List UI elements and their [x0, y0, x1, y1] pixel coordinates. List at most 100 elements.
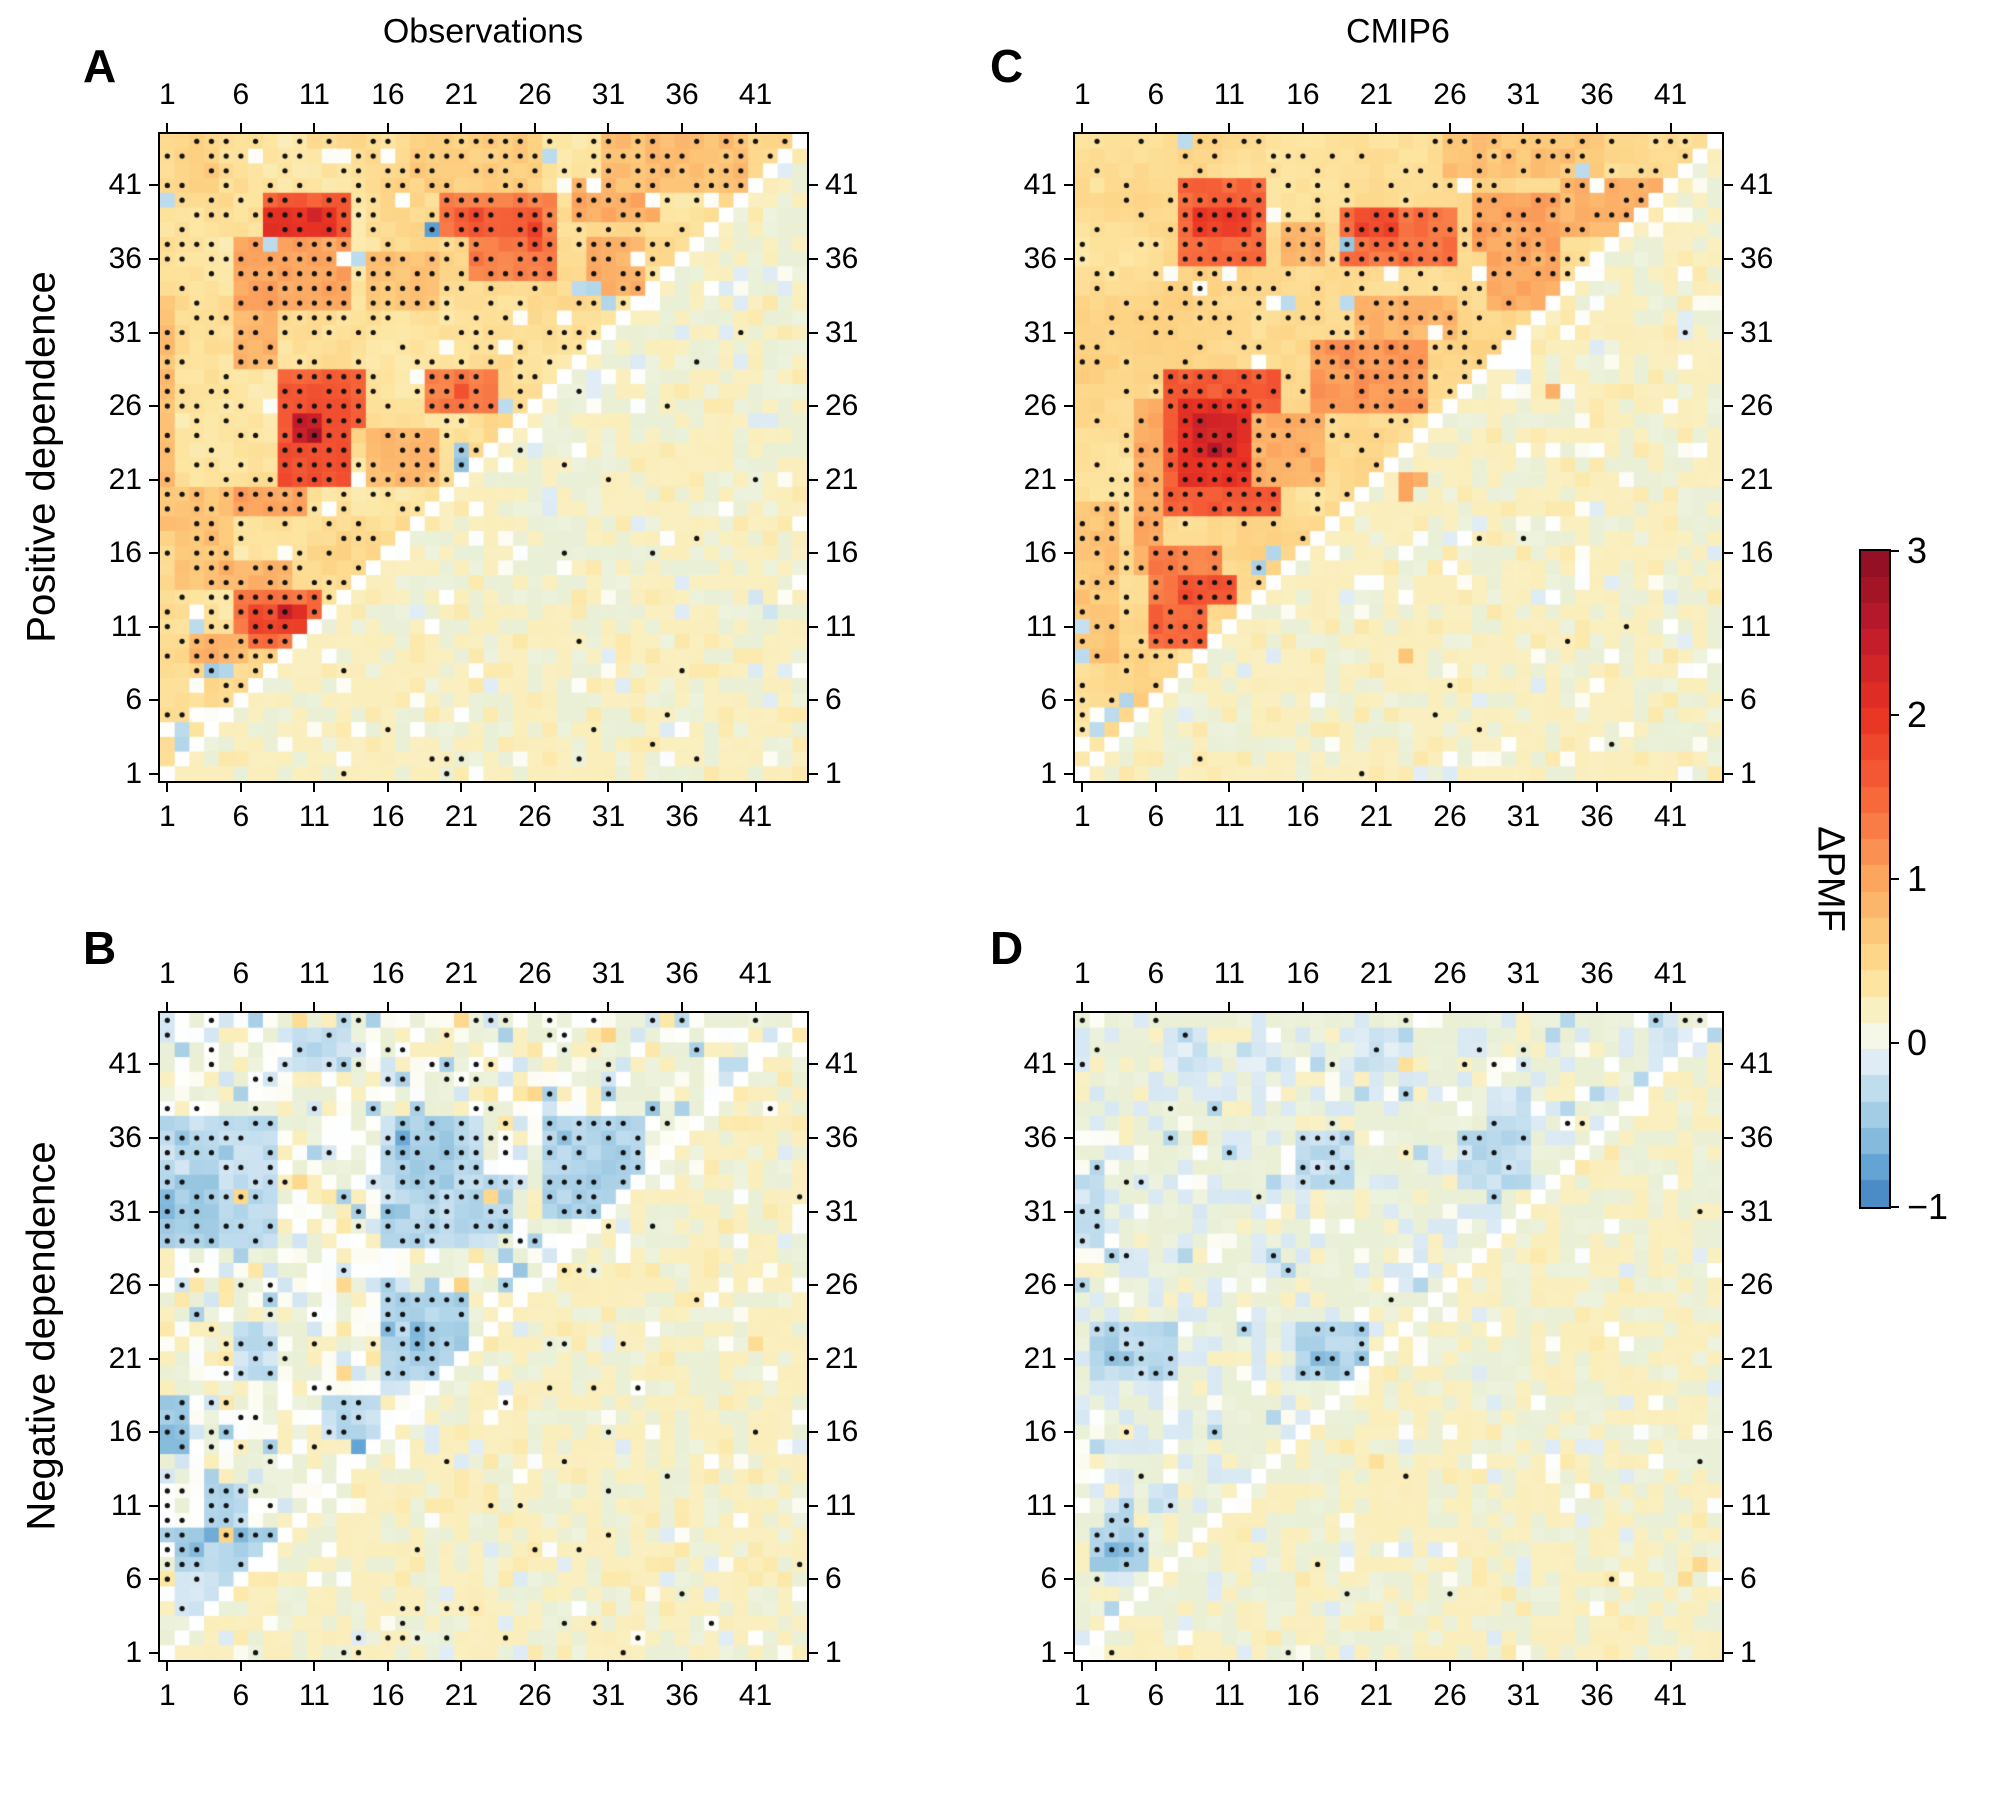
axis-tick-label: 1	[1074, 78, 1091, 111]
axis-tick	[1064, 552, 1073, 555]
axis-tick	[1081, 783, 1084, 792]
axis-tick-label: 26	[518, 957, 552, 990]
axis-tick-label: 16	[371, 1679, 405, 1712]
axis-tick-label: 36	[1023, 1120, 1057, 1154]
axis-tick	[1724, 699, 1733, 702]
axis-tick	[1724, 1063, 1733, 1066]
axis-tick	[1301, 123, 1304, 132]
axis-tick-label: 36	[665, 800, 699, 833]
axis-tick	[1154, 783, 1157, 792]
axis-tick	[149, 1578, 158, 1581]
axis-tick-label: 11	[1213, 1679, 1245, 1712]
axis-tick	[1669, 783, 1672, 792]
axis-tick-label: 11	[298, 1679, 330, 1712]
axis-tick	[754, 1002, 757, 1011]
axis-tick	[1081, 1002, 1084, 1011]
axis-tick-label: 11	[825, 1488, 857, 1522]
axis-tick	[1064, 1136, 1073, 1139]
axis-tick-label: 1	[125, 756, 142, 790]
axis-tick-label: 41	[1740, 168, 1774, 202]
axis-tick	[1724, 1651, 1733, 1654]
axis-tick	[1228, 783, 1231, 792]
axis-tick-label: 1	[159, 78, 176, 111]
axis-tick	[149, 1210, 158, 1213]
axis-tick	[1448, 123, 1451, 132]
axis-tick-label: 41	[825, 168, 859, 202]
axis-tick	[1064, 625, 1073, 628]
axis-tick-label: 11	[1213, 957, 1245, 990]
axis-tick-label: 16	[1740, 536, 1774, 570]
axis-tick-label: 1	[1740, 1635, 1757, 1669]
axis-tick-label: 21	[444, 957, 479, 990]
axis-tick	[1228, 1002, 1231, 1011]
axis-tick	[607, 1002, 610, 1011]
axis-tick	[149, 1651, 158, 1654]
axis-tick	[533, 783, 536, 792]
axis-tick-label: 31	[591, 78, 626, 111]
axis-tick	[1375, 1662, 1378, 1671]
axis-tick-label: 41	[1653, 957, 1688, 990]
colorbar	[1861, 551, 1889, 1207]
axis-tick-label: 36	[1580, 1679, 1614, 1712]
axis-tick	[1448, 1002, 1451, 1011]
axis-tick	[1064, 1210, 1073, 1213]
axis-tick	[313, 783, 316, 792]
axis-tick-label: 41	[738, 957, 773, 990]
axis-tick	[809, 1210, 818, 1213]
axis-tick-label: 41	[1740, 1047, 1774, 1081]
axis-tick-label: 11	[1740, 609, 1772, 643]
axis-tick-label: 36	[825, 241, 859, 275]
axis-tick-label: 16	[1286, 800, 1320, 833]
axis-tick	[809, 1136, 818, 1139]
axis-tick-label: 21	[1359, 78, 1394, 111]
axis-tick	[1724, 1210, 1733, 1213]
axis-tick-label: 26	[1433, 800, 1467, 833]
axis-tick	[460, 1662, 463, 1671]
axis-tick	[809, 1357, 818, 1360]
axis-tick	[1596, 1002, 1598, 1011]
axis-tick	[681, 1662, 683, 1671]
axis-tick	[1522, 783, 1525, 792]
axis-tick	[1724, 1357, 1733, 1360]
axis-tick-label: 26	[1023, 389, 1057, 423]
axis-tick-label: 6	[232, 1679, 250, 1712]
axis-tick-label: 6	[232, 800, 250, 833]
axis-tick-label: 26	[1740, 1268, 1774, 1302]
panel-c-title: CMIP6	[1346, 12, 1450, 51]
axis-tick-label: 36	[825, 1120, 859, 1154]
axis-tick	[149, 1431, 158, 1434]
axis-tick-label: 26	[1740, 389, 1774, 423]
axis-tick-label: 36	[665, 1679, 699, 1712]
axis-tick-label: 11	[1213, 800, 1245, 833]
axis-tick	[681, 783, 683, 792]
axis-tick-label: 1	[1040, 1635, 1057, 1669]
axis-tick	[1064, 1063, 1073, 1066]
axis-tick-label: 31	[1740, 1194, 1774, 1228]
axis-tick-label: 11	[1025, 609, 1057, 643]
axis-tick	[681, 123, 683, 132]
axis-tick	[313, 1002, 316, 1011]
axis-tick	[1596, 1662, 1598, 1671]
axis-tick	[1064, 331, 1073, 334]
axis-tick-label: 21	[1740, 462, 1774, 496]
axis-tick	[149, 1284, 158, 1287]
axis-tick	[1522, 1002, 1525, 1011]
colorbar-tick-label: −1	[1907, 1186, 1949, 1227]
axis-tick	[1228, 1662, 1231, 1671]
axis-tick	[1301, 1662, 1304, 1671]
colorbar-tick-label: 2	[1907, 694, 1928, 735]
axis-tick-label: 6	[125, 1562, 142, 1596]
heatmap-observations-negative	[160, 1013, 807, 1660]
axis-tick-label: 16	[1023, 536, 1057, 570]
axis-tick	[1596, 123, 1598, 132]
axis-tick-label: 1	[1740, 756, 1757, 790]
axis-tick	[166, 1002, 169, 1011]
axis-tick	[1064, 1284, 1073, 1287]
axis-tick	[809, 257, 818, 260]
axis-tick-label: 11	[298, 957, 330, 990]
axis-tick-label: 6	[232, 957, 250, 990]
axis-tick-label: 36	[1740, 1120, 1774, 1154]
axis-tick	[149, 257, 158, 260]
colorbar-tick	[1891, 1206, 1899, 1208]
colorbar-title: ΔPMF	[1809, 826, 1852, 932]
